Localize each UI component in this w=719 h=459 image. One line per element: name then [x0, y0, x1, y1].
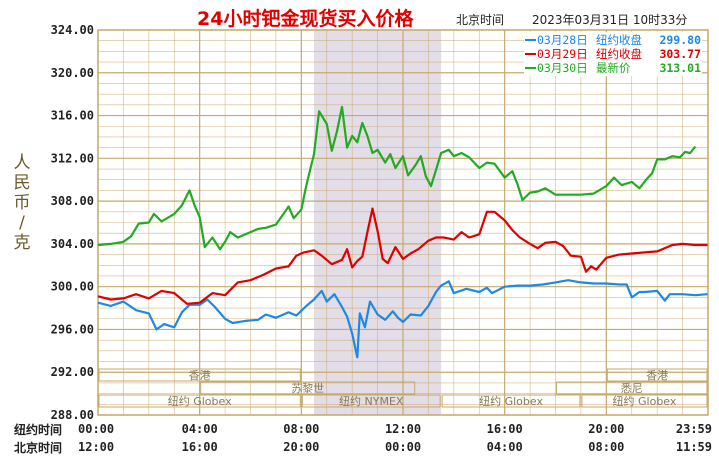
y-tick-label: 308.00 — [51, 194, 94, 208]
x-tick-label-beijing: 00:00 — [385, 440, 421, 454]
y-tick-label: 296.00 — [51, 322, 94, 336]
x-tick-label-beijing: 04:00 — [487, 440, 523, 454]
x-tick-label-beijing: 16:00 — [182, 440, 218, 454]
market-session-box — [441, 394, 581, 408]
chart-title: 24小时钯金现货买入价格 — [197, 7, 414, 30]
x-tick-label-newyork: 23:59 — [676, 422, 712, 436]
market-session-label: 香港 — [646, 369, 668, 382]
y-label-char: 民 — [14, 173, 31, 193]
legend-value: 313.01 — [659, 61, 701, 75]
x-tick-label-beijing: 08:00 — [588, 440, 624, 454]
y-label-char: 人 — [14, 153, 31, 173]
y-axis-label: 人民币/克 — [14, 153, 31, 253]
x-tick-label-newyork: 20:00 — [588, 422, 624, 436]
x-tick-label-beijing: 20:00 — [283, 440, 319, 454]
x-tick-label-newyork: 04:00 — [182, 422, 218, 436]
y-label-char: 币 — [14, 193, 31, 213]
x-tick-label-newyork: 00:00 — [78, 422, 114, 436]
legend-date: 03月30日 — [537, 61, 588, 75]
market-session-label: 纽约 NYMEX — [339, 394, 404, 408]
legend-value: 303.77 — [659, 47, 701, 61]
y-tick-label: 304.00 — [51, 237, 94, 251]
legend-item-mar30: 03月30日 最新价 313.01 — [525, 61, 701, 75]
legend-item-mar28: 03月28日 纽约收盘 299.80 — [525, 33, 701, 47]
market-session-box — [581, 394, 708, 408]
legend-value: 299.80 — [659, 33, 701, 47]
market-session-box — [556, 381, 708, 395]
market-session-label: 香港 — [189, 369, 211, 382]
y-tick-label: 300.00 — [51, 280, 94, 294]
y-label-char: / — [19, 213, 25, 233]
legend-label: 纽约收盘 — [596, 33, 642, 47]
y-tick-label: 312.00 — [51, 151, 94, 165]
x-tick-label-beijing: 12:00 — [78, 440, 114, 454]
x-tick-label-beijing: 11:59 — [676, 440, 712, 454]
timestamp: 2023年03月31日 10时33分 — [532, 13, 687, 27]
plot-frame — [97, 29, 709, 416]
legend-date: 03月28日 — [537, 33, 588, 47]
beijing-time-label: 北京时间 — [14, 440, 62, 455]
market-session-label: 苏黎世 — [291, 381, 324, 395]
series-line-mar30 — [97, 105, 697, 251]
legend-label: 最新价 — [596, 61, 631, 75]
market-session-box — [98, 394, 301, 408]
market-session-label: 纽约 Globex — [479, 394, 543, 408]
y-tick-label: 288.00 — [51, 408, 94, 422]
market-session-box — [98, 368, 301, 382]
y-tick-label: 292.00 — [51, 365, 94, 379]
market-session-box — [200, 381, 416, 395]
y-tick-label: 316.00 — [51, 109, 94, 123]
y-tick-label: 324.00 — [51, 23, 94, 37]
legend-background — [524, 32, 702, 76]
legend-label: 纽约收盘 — [596, 47, 642, 61]
legend-date: 03月29日 — [537, 47, 588, 61]
svg-text:人民币/克: 人民币/克 — [14, 153, 31, 253]
x-tick-label-newyork: 12:00 — [385, 422, 421, 436]
newyork-time-label: 纽约时间 — [14, 422, 62, 437]
x-tick-label-newyork: 16:00 — [487, 422, 523, 436]
market-session-label: 纽约 Globex — [168, 394, 232, 408]
y-tick-label: 320.00 — [51, 66, 94, 80]
timezone-label: 北京时间 — [456, 13, 504, 27]
x-tick-label-newyork: 08:00 — [283, 422, 319, 436]
series-line-mar28 — [97, 279, 708, 359]
y-label-char: 克 — [14, 233, 31, 253]
series-line-mar29 — [97, 207, 708, 305]
market-session-label: 悉尼 — [621, 382, 643, 395]
legend-item-mar29: 03月29日 纽约收盘 303.77 — [525, 47, 701, 61]
market-session-box — [606, 368, 708, 382]
market-session-label: 纽约 Globex — [613, 394, 677, 408]
market-session-box — [301, 394, 441, 408]
